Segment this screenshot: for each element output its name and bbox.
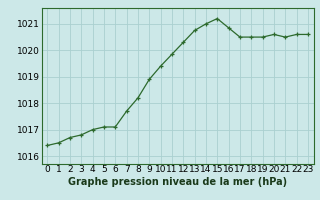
X-axis label: Graphe pression niveau de la mer (hPa): Graphe pression niveau de la mer (hPa) <box>68 177 287 187</box>
